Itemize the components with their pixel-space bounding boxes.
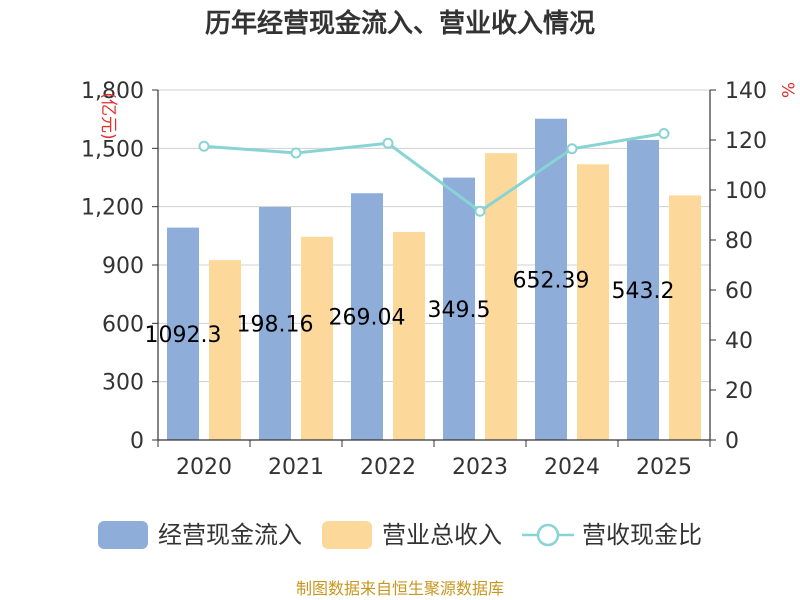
- ratio-point: [198, 140, 210, 152]
- legend-label: 营收现金比: [582, 521, 702, 549]
- left-tick-label: 1,800: [81, 79, 144, 104]
- data-label: 349.5: [428, 298, 491, 323]
- bar-cash-inflow: [259, 207, 291, 440]
- bar-revenue: [669, 195, 701, 440]
- right-tick-label: 80: [725, 229, 753, 254]
- bar-cash-inflow: [351, 193, 383, 440]
- legend-swatch: [322, 521, 372, 549]
- x-tick-label: 2022: [360, 455, 416, 480]
- bar-cash-inflow: [627, 139, 659, 440]
- bar-revenue: [209, 260, 241, 440]
- x-tick-label: 2020: [176, 455, 232, 480]
- left-tick-label: 0: [130, 429, 144, 454]
- x-tick-label: 2024: [544, 455, 600, 480]
- bar-cash-inflow: [167, 227, 199, 440]
- left-axis-unit: (亿元): [98, 92, 118, 139]
- legend-label: 营业总收入: [382, 521, 502, 549]
- ratio-point: [290, 147, 302, 159]
- right-tick-label: 20: [725, 379, 753, 404]
- bar-cash-inflow: [535, 118, 567, 441]
- legend-marker: [536, 523, 560, 547]
- left-tick-label: 1,500: [81, 137, 144, 162]
- ratio-line-path: [203, 132, 665, 214]
- right-tick-label: 120: [725, 129, 767, 154]
- axes: 0 300 600 900 1,200 1,500 1,800 0 20 40 60 80 100 120…: [81, 79, 767, 480]
- ratio-point: [658, 128, 670, 139]
- bar-revenue: [485, 153, 517, 440]
- legend-swatch: [98, 521, 148, 549]
- bar-cash-inflow: [443, 177, 475, 440]
- bars: [167, 118, 701, 441]
- right-tick-label: 0: [725, 429, 739, 454]
- bar-revenue: [393, 231, 425, 440]
- legend: 经营现金流入 营业总收入 营收现金比: [98, 521, 702, 549]
- left-tick-label: 1,200: [81, 196, 144, 221]
- right-tick-label: 40: [725, 329, 753, 354]
- left-tick-label: 600: [102, 312, 144, 337]
- bar-revenue: [577, 164, 609, 440]
- right-tick-label: 140: [725, 79, 767, 104]
- ratio-point: [566, 143, 578, 155]
- x-tick-label: 2021: [268, 455, 324, 480]
- right-axis-unit: %: [777, 82, 797, 98]
- chart-title: 历年经营现金流入、营业收入情况: [205, 8, 595, 39]
- data-label: 543.2: [612, 279, 675, 304]
- data-label: 269.04: [329, 306, 406, 331]
- ratio-point: [382, 137, 394, 149]
- ratio-point: [474, 205, 486, 217]
- x-tick-label: 2023: [452, 455, 508, 480]
- data-label: 198.16: [237, 313, 314, 338]
- x-tick-label: 2025: [636, 455, 692, 480]
- right-tick-label: 100: [725, 179, 767, 204]
- data-label: 652.39: [513, 268, 590, 293]
- ratio-line: [198, 128, 670, 217]
- source-note: 制图数据来自恒生聚源数据库: [296, 579, 504, 598]
- data-labels: 1092.3 198.16 269.04 349.5 652.39 543.2: [145, 268, 675, 347]
- left-tick-label: 900: [102, 254, 144, 279]
- legend-label: 经营现金流入: [158, 521, 302, 549]
- data-label: 1092.3: [145, 323, 222, 348]
- left-tick-label: 300: [102, 371, 144, 396]
- right-tick-label: 60: [725, 279, 753, 304]
- bar-revenue: [301, 236, 333, 440]
